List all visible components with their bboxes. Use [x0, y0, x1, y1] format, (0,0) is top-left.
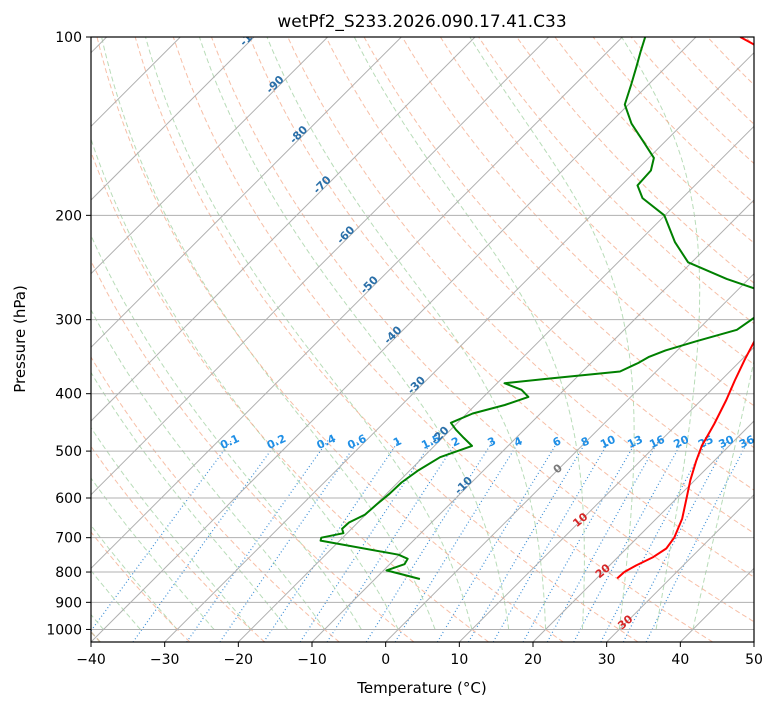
dry-adiabat [211, 37, 754, 623]
moist-adiabat [266, 37, 547, 630]
moist-adiabats [91, 37, 754, 630]
moist-adiabat-label: 40 [638, 663, 658, 683]
mixing-ratio-line [622, 440, 729, 642]
moist-adiabat [91, 308, 326, 630]
x-tick-label: −40 [76, 652, 106, 668]
pressure-gridlines [91, 37, 754, 630]
temperature-profile [616, 37, 754, 580]
dry-adiabat [91, 531, 191, 642]
x-tick-label: 30 [598, 652, 616, 668]
y-axis-title: Pressure (hPa) [11, 285, 29, 393]
dry-adiabat [96, 37, 564, 642]
dry-adiabat [91, 445, 265, 642]
skewed-isotherm [91, 37, 623, 570]
skewed-isotherm [91, 37, 697, 642]
y-tick-label: 800 [55, 565, 82, 581]
x-tick-label: 10 [450, 652, 468, 668]
dry-adiabat [516, 37, 754, 284]
y-tick-label: 700 [55, 531, 82, 547]
skewed-isotherm [91, 37, 402, 349]
dry-adiabat [325, 37, 754, 491]
mixing-ratio-label: 36 [737, 433, 757, 451]
mixing-ratio-line [467, 440, 588, 642]
skewed-isotherm [606, 493, 754, 642]
skewed-isotherm [164, 51, 754, 642]
dry-adiabat [91, 356, 340, 642]
y-tick-label: 300 [55, 313, 82, 329]
skewed-isotherm [532, 420, 754, 642]
moist-adiabat [692, 358, 754, 630]
skewed-isotherm [91, 37, 476, 422]
skewed-isotherms [91, 37, 754, 642]
skewed-isotherm [311, 199, 754, 642]
x-axis: −40 −30 −20 −10 0 10 20 30 40 50 [76, 642, 763, 668]
mixing-ratio-label: 20 [672, 433, 692, 451]
moist-adiabat [198, 37, 510, 630]
dry-adiabat [439, 37, 754, 366]
skewed-isotherm [91, 37, 255, 201]
dry-adiabat [134, 37, 639, 642]
mixing-ratio-line [219, 440, 359, 642]
y-tick-label: 400 [55, 387, 82, 403]
x-tick-label: 0 [381, 652, 390, 668]
mixing-ratio-line [263, 440, 400, 642]
mixing-ratio-label: 30 [717, 433, 737, 451]
plot-frame [90, 36, 755, 643]
moist-adiabat [621, 37, 701, 630]
dry-adiabat-label: -100 [237, 20, 266, 49]
plot-background [91, 37, 754, 642]
y-axis: 100 200 300 400 500 600 700 800 900 1000 [46, 30, 91, 638]
moist-adiabat [101, 37, 436, 630]
y-tick-label: 1000 [46, 622, 82, 638]
y-tick-label: 600 [55, 491, 82, 507]
mixing-ratio-lines [91, 440, 749, 642]
skewed-isotherm [385, 272, 754, 642]
dry-adiabat [172, 37, 713, 642]
moist-adiabat [91, 234, 362, 630]
mixing-ratio-label: 13 [625, 433, 644, 451]
mixing-ratio-line [600, 440, 708, 642]
x-tick-label: 50 [745, 652, 763, 668]
mixing-ratio-label: 16 [647, 433, 667, 451]
skewed-isotherm [458, 346, 754, 642]
x-tick-label: 20 [524, 652, 542, 668]
moist-adiabat [469, 37, 635, 630]
x-tick-label: 40 [671, 652, 689, 668]
y-tick-label: 500 [55, 444, 82, 460]
x-axis-title: Temperature (°C) [356, 679, 486, 697]
y-tick-label: 100 [55, 30, 82, 46]
dewpoint-profile [319, 37, 754, 580]
skewed-isotherm [753, 641, 754, 642]
dry-adiabat [401, 37, 754, 407]
mixing-ratio-line [326, 440, 458, 642]
skewed-isotherm [237, 125, 754, 642]
moist-adiabat [91, 137, 399, 630]
mixing-ratio-line [573, 440, 684, 642]
x-tick-label: −10 [297, 652, 327, 668]
mixing-ratio-line [365, 440, 494, 642]
chart-title: wetPf2_S233.2026.090.17.41.C33 [277, 12, 566, 32]
mixing-ratio-label: 10 [598, 433, 618, 451]
y-tick-label: 900 [55, 595, 82, 611]
dry-adiabat [249, 37, 754, 578]
x-tick-label: −20 [224, 652, 254, 668]
x-tick-label: −30 [150, 652, 180, 668]
skewed-isotherm [91, 37, 550, 496]
y-tick-label: 200 [55, 208, 82, 224]
dry-adiabat [91, 150, 489, 642]
skewed-isotherm [91, 37, 329, 275]
sounding-profiles [319, 37, 754, 580]
mixing-ratio-line [436, 440, 559, 642]
moist-adiabat [353, 37, 585, 630]
